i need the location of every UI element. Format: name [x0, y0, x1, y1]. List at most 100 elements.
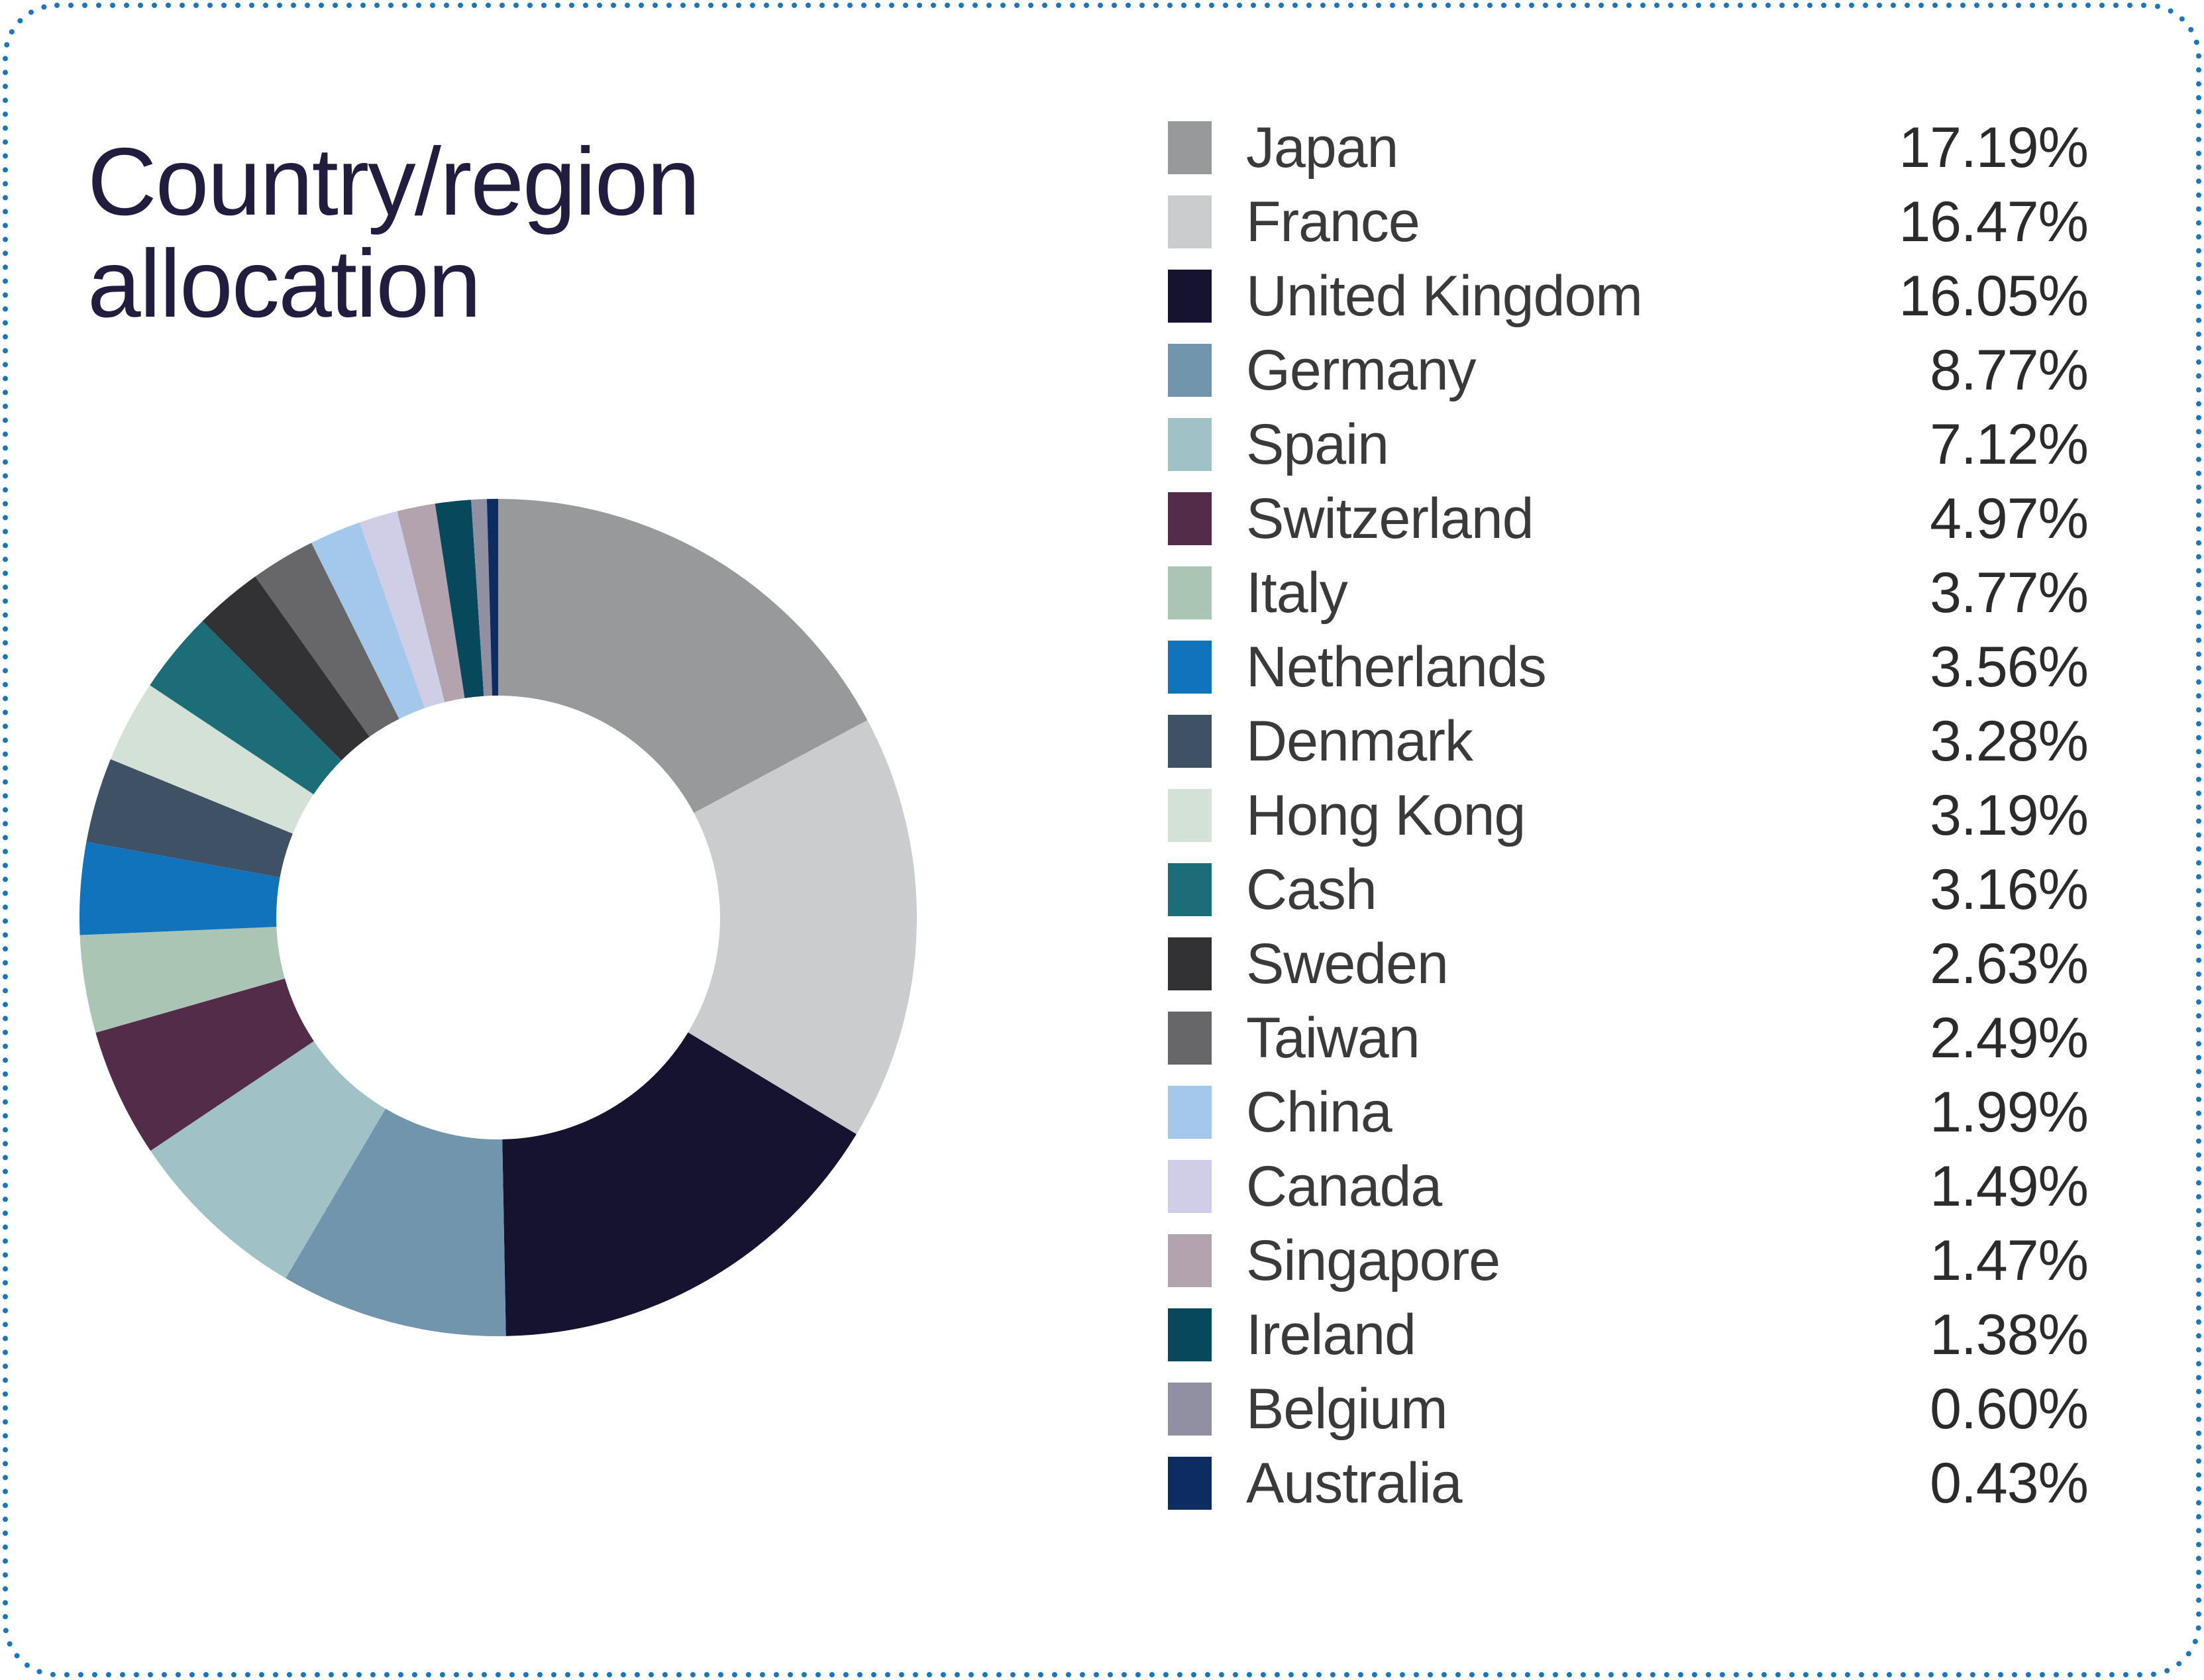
legend-item-united-kingdom: United Kingdom 16.05%: [1168, 264, 2089, 328]
legend-swatch-icon: [1168, 121, 1212, 174]
legend-label: Denmark: [1246, 709, 1473, 773]
donut-slice-spain: [150, 1041, 386, 1279]
legend-value: 3.19%: [1930, 783, 2089, 847]
legend-item-china: China 1.99%: [1168, 1080, 2089, 1144]
legend-swatch-icon: [1168, 1086, 1212, 1139]
legend-value: 1.47%: [1930, 1228, 2089, 1292]
legend-label: Belgium: [1246, 1377, 1448, 1441]
legend-label: Switzerland: [1246, 486, 1534, 551]
donut-slice-sweden: [202, 576, 370, 761]
legend-label: Cash: [1246, 857, 1377, 921]
legend-value: 3.16%: [1930, 857, 2089, 921]
legend-item-germany: Germany 8.77%: [1168, 339, 2089, 402]
legend-label: Germany: [1246, 338, 1477, 402]
legend-item-belgium: Belgium 0.60%: [1168, 1377, 2089, 1441]
legend-item-singapore: Singapore 1.47%: [1168, 1229, 2089, 1292]
legend-swatch-icon: [1168, 1457, 1212, 1510]
legend-item-hong-kong: Hong Kong 3.19%: [1168, 784, 2089, 847]
legend-swatch-icon: [1168, 641, 1212, 694]
legend-swatch-icon: [1168, 1012, 1212, 1065]
donut-slice-canada: [359, 511, 445, 708]
donut-slice-italy: [79, 927, 285, 1033]
donut-slice-hong-kong: [110, 685, 314, 834]
legend-swatch-icon: [1168, 1160, 1212, 1213]
legend-swatch-icon: [1168, 270, 1212, 323]
legend-swatch-icon: [1168, 418, 1212, 471]
legend-value: 17.19%: [1899, 115, 2089, 180]
legend-value: 3.77%: [1930, 560, 2089, 625]
donut-slice-taiwan: [255, 543, 399, 737]
legend-value: 1.99%: [1930, 1080, 2089, 1144]
legend-label: France: [1246, 189, 1420, 254]
legend-value: 0.60%: [1930, 1377, 2089, 1441]
legend-label: Singapore: [1246, 1228, 1500, 1292]
donut-slice-belgium: [471, 499, 492, 696]
legend-swatch-icon: [1168, 492, 1212, 545]
legend-label: Australia: [1246, 1451, 1463, 1515]
legend-item-denmark: Denmark 3.28%: [1168, 709, 2089, 773]
legend-item-canada: Canada 1.49%: [1168, 1155, 2089, 1218]
legend-label: United Kingdom: [1246, 264, 1643, 328]
legend-value: 1.49%: [1930, 1154, 2089, 1218]
donut-slice-united-kingdom: [502, 1032, 857, 1336]
legend-value: 0.43%: [1930, 1451, 2089, 1515]
legend-swatch-icon: [1168, 789, 1212, 842]
legend-label: Taiwan: [1246, 1006, 1420, 1070]
legend-item-france: France 16.47%: [1168, 190, 2089, 254]
legend-item-japan: Japan 17.19%: [1168, 116, 2089, 180]
donut-slice-cash: [150, 621, 342, 795]
legend-value: 7.12%: [1930, 412, 2089, 476]
legend-item-italy: Italy 3.77%: [1168, 561, 2089, 625]
legend-value: 4.97%: [1930, 486, 2089, 551]
legend-value: 8.77%: [1930, 338, 2089, 402]
donut-slice-switzerland: [95, 978, 314, 1151]
legend-label: China: [1246, 1080, 1392, 1144]
legend-label: Ireland: [1246, 1302, 1416, 1367]
donut-slice-denmark: [86, 759, 293, 878]
legend-swatch-icon: [1168, 1234, 1212, 1287]
legend-swatch-icon: [1168, 937, 1212, 990]
legend-swatch-icon: [1168, 715, 1212, 768]
legend-value: 16.05%: [1899, 264, 2089, 328]
legend-label: Italy: [1246, 560, 1348, 625]
legend-label: Spain: [1246, 412, 1389, 476]
legend-label: Sweden: [1246, 931, 1449, 996]
legend-swatch-icon: [1168, 1383, 1212, 1436]
legend-value: 3.28%: [1930, 709, 2089, 773]
legend: Japan 17.19% France 16.47% United Kingdo…: [1168, 116, 2089, 1515]
legend-value: 1.38%: [1930, 1302, 2089, 1367]
legend-value: 16.47%: [1899, 189, 2089, 254]
legend-item-switzerland: Switzerland 4.97%: [1168, 487, 2089, 551]
legend-label: Japan: [1246, 115, 1398, 180]
donut-slice-australia: [486, 499, 498, 696]
legend-item-netherlands: Netherlands 3.56%: [1168, 635, 2089, 699]
donut-slice-ireland: [435, 499, 484, 698]
legend-swatch-icon: [1168, 195, 1212, 248]
legend-item-ireland: Ireland 1.38%: [1168, 1303, 2089, 1367]
legend-item-australia: Australia 0.43%: [1168, 1451, 2089, 1515]
donut-slice-china: [311, 522, 425, 719]
donut-slice-germany: [286, 1108, 506, 1336]
legend-swatch-icon: [1168, 1308, 1212, 1361]
donut-slice-japan: [498, 499, 868, 814]
legend-value: 3.56%: [1930, 635, 2089, 699]
legend-item-cash: Cash 3.16%: [1168, 858, 2089, 921]
legend-value: 2.49%: [1930, 1006, 2089, 1070]
legend-label: Hong Kong: [1246, 783, 1526, 847]
legend-label: Netherlands: [1246, 635, 1547, 699]
donut-slice-france: [688, 720, 917, 1135]
chart-title: Country/region allocation: [87, 128, 700, 337]
donut-chart-area: [79, 499, 917, 1336]
legend-swatch-icon: [1168, 863, 1212, 916]
legend-value: 2.63%: [1930, 931, 2089, 996]
donut-slice-netherlands: [79, 841, 280, 935]
legend-label: Canada: [1246, 1154, 1442, 1218]
donut-chart: [79, 499, 917, 1336]
legend-item-sweden: Sweden 2.63%: [1168, 932, 2089, 996]
legend-item-taiwan: Taiwan 2.49%: [1168, 1006, 2089, 1070]
legend-swatch-icon: [1168, 566, 1212, 619]
legend-item-spain: Spain 7.12%: [1168, 413, 2089, 476]
legend-swatch-icon: [1168, 344, 1212, 397]
donut-slice-singapore: [397, 503, 465, 702]
